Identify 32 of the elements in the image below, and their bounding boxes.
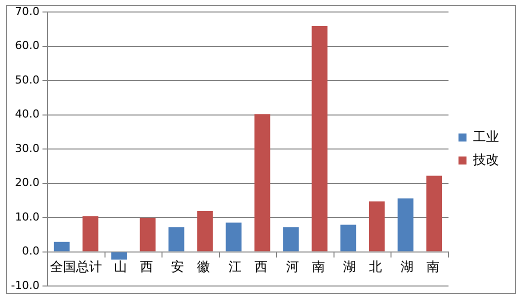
bar <box>54 242 70 252</box>
y-tick-label: 0.0 <box>22 244 40 258</box>
x-tick-label: 湖 南 <box>400 260 440 275</box>
bar <box>254 114 270 252</box>
bar <box>226 222 242 252</box>
y-tick-label: -10.0 <box>10 278 40 292</box>
x-tick-label: 安 徽 <box>171 258 210 275</box>
bar <box>369 201 385 252</box>
x-tick-label: 山 西 <box>114 260 153 275</box>
bar <box>312 26 328 252</box>
y-tick-label: 70.0 <box>14 4 40 18</box>
bar <box>82 216 98 252</box>
x-tick-label: 湖 北 <box>343 260 382 275</box>
x-tick-label: 河 南 <box>286 260 325 275</box>
x-tick-label: 全国总计 <box>50 260 102 275</box>
legend-label: 工业 <box>473 130 499 145</box>
bar <box>340 224 356 252</box>
y-tick-label: 50.0 <box>14 73 40 86</box>
x-tick-label: 江 西 <box>228 260 268 275</box>
y-tick-label: 40.0 <box>14 108 40 121</box>
bar <box>111 252 127 260</box>
y-tick-label: 20.0 <box>14 176 40 190</box>
bar <box>426 176 442 252</box>
bar <box>197 210 213 252</box>
y-tick-label: 30.0 <box>14 142 40 155</box>
legend-label: 技改 <box>472 152 499 168</box>
bar <box>283 227 299 252</box>
bar <box>140 218 156 252</box>
bar <box>398 198 414 252</box>
y-tick-label: 10.0 <box>14 210 40 224</box>
bar <box>168 227 184 252</box>
y-tick-label: 60.0 <box>14 39 40 52</box>
